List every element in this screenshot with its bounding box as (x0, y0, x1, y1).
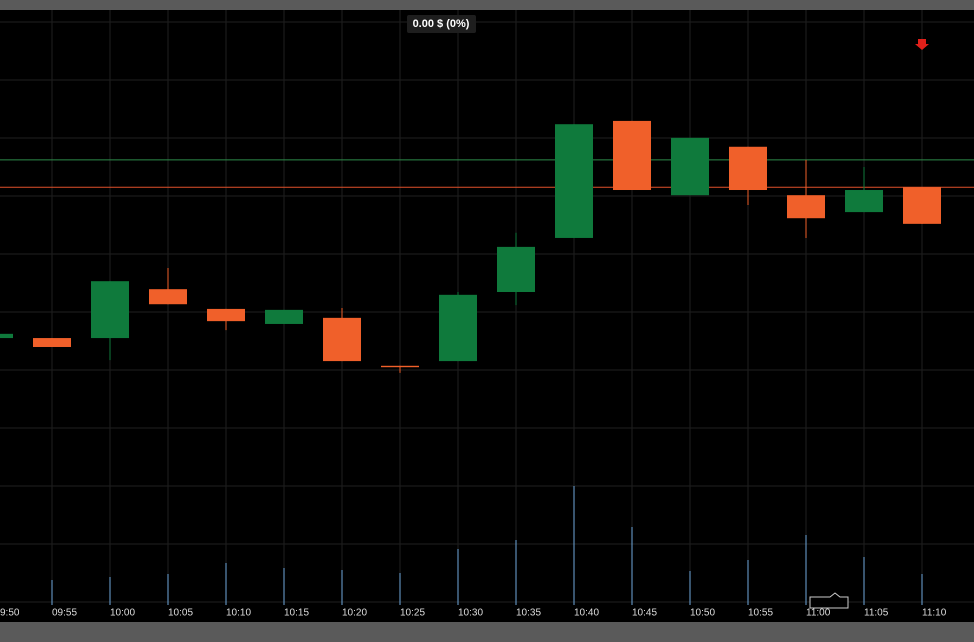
x-tick-label: 09:55 (52, 608, 77, 619)
top-bar (0, 0, 974, 10)
x-tick-label: 11:00 (806, 608, 831, 619)
x-tick-label: 10:15 (284, 608, 309, 619)
x-tick-label: 10:40 (574, 608, 599, 619)
header-label: 0.00 $ (0%) (413, 18, 470, 30)
x-tick-label: 10:20 (342, 608, 367, 619)
candle-body (787, 195, 825, 219)
x-tick-label: 10:35 (516, 608, 541, 619)
candle-body (613, 120, 651, 191)
candle-body (497, 246, 535, 292)
candle-body (439, 294, 477, 362)
x-tick-label: 10:10 (226, 608, 251, 619)
x-tick-label: 10:55 (748, 608, 773, 619)
x-tick-label: 9:50 (0, 608, 20, 619)
candle-body (265, 309, 303, 324)
cursor-tooltip (809, 592, 849, 609)
candle-body (91, 281, 129, 339)
candle-body (555, 124, 593, 238)
x-tick-label: 10:05 (168, 608, 193, 619)
candle-body (729, 146, 767, 191)
candle-body (0, 333, 13, 339)
x-tick-label: 10:30 (458, 608, 483, 619)
header-box (407, 15, 476, 33)
candle-body (381, 365, 419, 368)
candle-body (149, 289, 187, 305)
candle-body (33, 338, 71, 347)
alert-arrow[interactable] (915, 39, 929, 50)
candle-body (671, 137, 709, 196)
candle-body (903, 187, 941, 224)
candle-body (845, 190, 883, 213)
x-tick-label: 11:10 (922, 608, 947, 619)
x-tick-label: 10:50 (690, 608, 715, 619)
x-tick-label: 10:45 (632, 608, 657, 619)
plot (0, 120, 974, 605)
x-tick-label: 10:00 (110, 608, 135, 619)
bottom-bar (0, 622, 974, 642)
x-tick-label: 10:25 (400, 608, 425, 619)
candle-body (207, 308, 245, 322)
x-tick-label: 11:05 (864, 608, 889, 619)
candle-body (323, 317, 361, 362)
